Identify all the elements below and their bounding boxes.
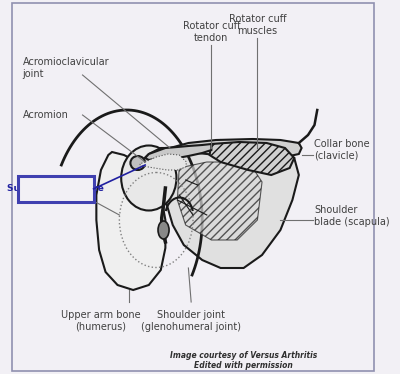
Text: Outline of
joint capsule: Outline of joint capsule <box>23 181 85 203</box>
Polygon shape <box>167 139 302 158</box>
Polygon shape <box>165 140 299 268</box>
Text: Subacromial Space: Subacromial Space <box>8 184 104 193</box>
Text: Shoulder joint
(glenohumeral joint): Shoulder joint (glenohumeral joint) <box>141 310 241 332</box>
Ellipse shape <box>158 221 169 239</box>
Polygon shape <box>140 154 186 170</box>
Ellipse shape <box>121 145 176 211</box>
Text: Image courtesy of Versus Arthritis: Image courtesy of Versus Arthritis <box>170 352 317 361</box>
Text: Acromion: Acromion <box>23 110 68 120</box>
Polygon shape <box>145 144 212 160</box>
Text: Acromioclavicular
joint: Acromioclavicular joint <box>23 57 109 79</box>
Polygon shape <box>177 162 262 240</box>
Text: Upper arm bone
(humerus): Upper arm bone (humerus) <box>61 310 141 332</box>
Text: Rotator cuff
muscles: Rotator cuff muscles <box>229 15 286 36</box>
Polygon shape <box>96 152 165 290</box>
Ellipse shape <box>130 156 145 170</box>
Text: Collar bone
(clavicle): Collar bone (clavicle) <box>314 139 370 161</box>
Text: Rotator cuff
tendon: Rotator cuff tendon <box>183 21 240 43</box>
Text: Shoulder
blade (scapula): Shoulder blade (scapula) <box>314 205 390 227</box>
Polygon shape <box>133 148 179 165</box>
Bar <box>18 176 94 202</box>
Text: Edited with permission: Edited with permission <box>194 362 293 371</box>
Polygon shape <box>210 142 294 175</box>
